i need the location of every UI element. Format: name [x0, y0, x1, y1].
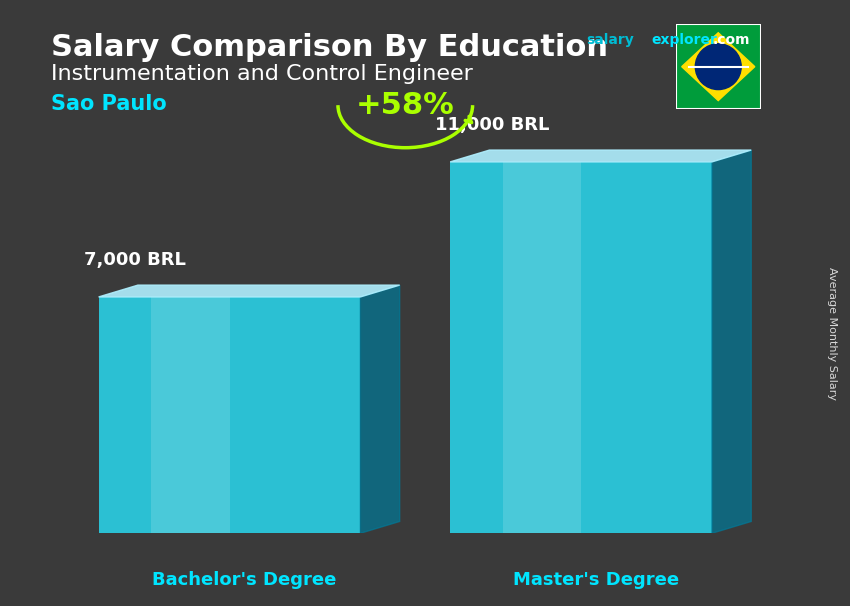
Text: Sao Paulo: Sao Paulo: [51, 94, 167, 114]
Text: Instrumentation and Control Engineer: Instrumentation and Control Engineer: [51, 64, 473, 84]
Text: salary: salary: [586, 33, 634, 47]
FancyBboxPatch shape: [676, 24, 761, 109]
Polygon shape: [712, 150, 751, 533]
Text: 11,000 BRL: 11,000 BRL: [435, 116, 550, 133]
FancyBboxPatch shape: [450, 162, 712, 533]
Text: Bachelor's Degree: Bachelor's Degree: [152, 571, 337, 589]
Text: explorer: explorer: [651, 33, 717, 47]
FancyBboxPatch shape: [99, 297, 360, 533]
FancyBboxPatch shape: [502, 162, 581, 533]
Polygon shape: [360, 285, 399, 533]
Text: Master's Degree: Master's Degree: [513, 571, 679, 589]
Text: Salary Comparison By Education: Salary Comparison By Education: [51, 33, 608, 62]
Polygon shape: [450, 150, 751, 162]
Circle shape: [695, 44, 741, 90]
Text: 7,000 BRL: 7,000 BRL: [83, 250, 185, 268]
FancyBboxPatch shape: [151, 297, 230, 533]
Text: +58%: +58%: [356, 91, 455, 119]
Text: .com: .com: [712, 33, 750, 47]
Polygon shape: [682, 33, 755, 101]
Polygon shape: [99, 285, 400, 297]
Text: Average Monthly Salary: Average Monthly Salary: [827, 267, 837, 400]
